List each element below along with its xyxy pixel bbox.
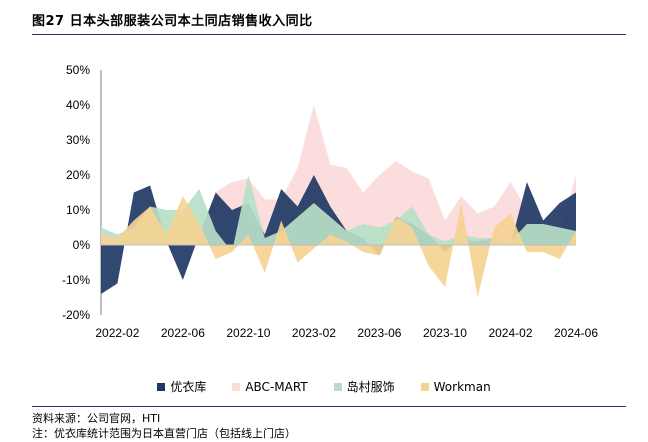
source-note: 资料来源：公司官网，HTI <box>32 412 161 425</box>
y-tick-label: -20% <box>62 308 90 322</box>
x-tick-label: 2023-02 <box>292 326 336 340</box>
x-tick-label: 2024-06 <box>554 326 598 340</box>
footnote: 注：优衣库统计范围为日本直营门店（包括线上门店） <box>32 427 296 440</box>
legend-label: Workman <box>433 379 491 394</box>
legend-item: ABC-MART <box>232 378 308 395</box>
chart-legend: 优衣库 ABC-MART 岛村服饰 Workman <box>0 378 648 395</box>
y-tick-label: 40% <box>66 98 90 112</box>
x-tick-label: 2022-06 <box>161 326 205 340</box>
legend-label: 优衣库 <box>170 380 207 394</box>
x-tick-label: 2024-02 <box>488 326 532 340</box>
y-tick-label: 50% <box>66 63 90 77</box>
legend-swatch <box>232 382 241 391</box>
legend-swatch <box>157 382 166 391</box>
y-tick-label: 30% <box>66 133 90 147</box>
y-tick-label: 20% <box>66 168 90 182</box>
legend-item: 岛村服饰 <box>333 378 395 395</box>
legend-item: 优衣库 <box>157 378 206 395</box>
legend-item: Workman <box>420 378 491 395</box>
x-tick-label: 2022-02 <box>95 326 139 340</box>
title-divider <box>32 34 626 35</box>
legend-swatch <box>420 382 429 391</box>
area-series-3 <box>101 196 576 298</box>
legend-swatch <box>333 382 342 391</box>
legend-label: 岛村服饰 <box>346 380 395 394</box>
y-tick-label: -10% <box>62 273 90 287</box>
x-tick-label: 2022-10 <box>226 326 270 340</box>
y-tick-label: 0% <box>73 238 91 252</box>
legend-label: ABC-MART <box>245 379 308 394</box>
x-tick-label: 2023-06 <box>357 326 401 340</box>
y-tick-label: 10% <box>66 203 90 217</box>
x-tick-label: 2023-10 <box>423 326 467 340</box>
figure-title: 图27 日本头部服装公司本土同店销售收入同比 <box>32 14 313 29</box>
footer-divider <box>32 406 626 407</box>
